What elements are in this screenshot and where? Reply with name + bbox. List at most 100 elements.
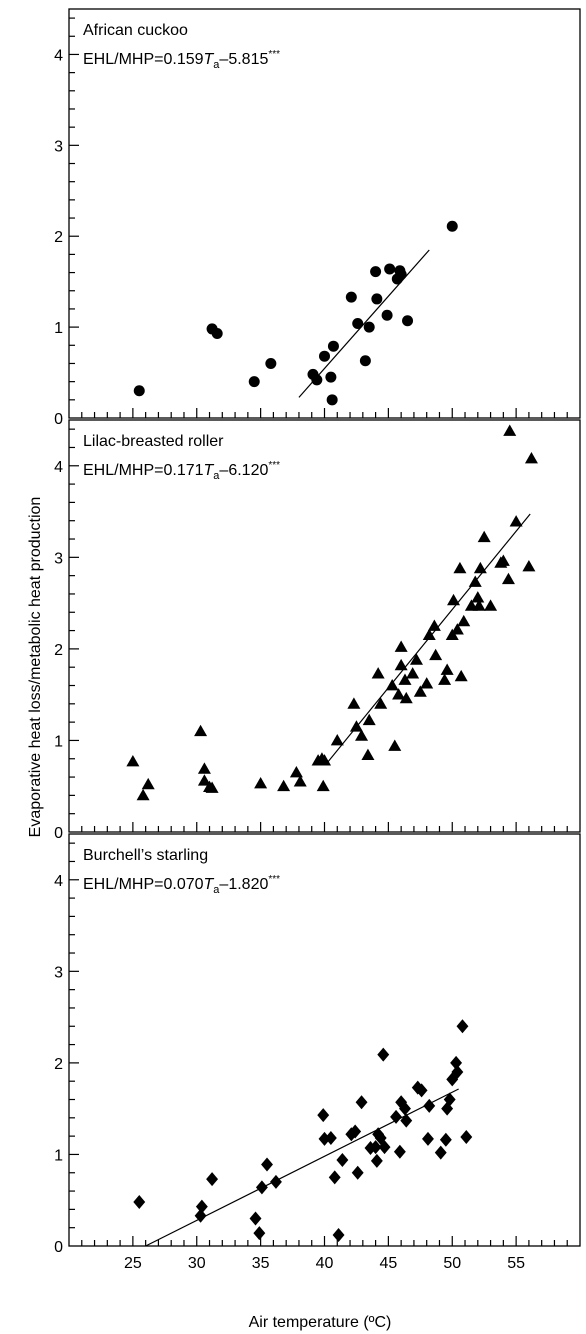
data-point: [317, 1108, 330, 1123]
data-point: [399, 691, 413, 704]
data-point: [384, 263, 396, 275]
y-tick-label: 2: [54, 642, 63, 659]
data-point: [336, 1152, 349, 1167]
data-point: [394, 640, 408, 652]
data-point: [423, 1098, 436, 1113]
data-point: [496, 554, 510, 566]
data-point: [141, 777, 155, 790]
data-point: [293, 775, 307, 787]
data-point: [332, 1228, 345, 1243]
data-point: [197, 762, 211, 774]
regression-line: [145, 1088, 459, 1247]
panel-1: 0 1 2 3 4 African cuckoo EHL/MHP=0.159Ta–5.815…: [54, 8, 581, 428]
data-point: [362, 713, 376, 726]
data-point: [316, 779, 330, 792]
data-point: [406, 667, 420, 679]
data-point: [136, 788, 150, 801]
data-point: [390, 1109, 402, 1124]
data-point: [524, 451, 538, 464]
data-point: [413, 685, 427, 697]
y-tick-label: 2: [54, 229, 63, 246]
y-tick-label: 4: [54, 47, 63, 64]
data-point: [409, 653, 423, 665]
data-point: [347, 697, 361, 709]
data-point: [473, 561, 487, 574]
data-point: [456, 1019, 469, 1034]
data-point: [460, 1130, 473, 1145]
data-point: [253, 1226, 266, 1241]
data-point: [255, 1180, 268, 1195]
regression-equation: EHL/MHP=0.171Ta–6.120***: [83, 460, 280, 482]
y-tick-label: 1: [54, 1147, 63, 1164]
data-point: [450, 623, 464, 635]
data-point: [265, 357, 277, 369]
y-axis-title: Evaporative heat loss/metabolic heat pro…: [27, 497, 44, 838]
data-point: [349, 1124, 362, 1139]
data-point: [438, 673, 452, 685]
y-tick-label: 0: [54, 1239, 63, 1256]
data-point: [345, 291, 357, 303]
data-point: [374, 697, 388, 709]
y-tick-label: 0: [54, 411, 63, 428]
data-point: [450, 1055, 463, 1070]
regression-equation: EHL/MHP=0.070Ta–1.820***: [83, 874, 280, 896]
data-point: [451, 1065, 464, 1080]
data-point: [477, 530, 491, 543]
data-point: [420, 677, 434, 689]
data-point: [326, 394, 338, 406]
data-point: [211, 327, 223, 339]
y-tick-label: 3: [54, 550, 63, 567]
data-point: [330, 733, 344, 746]
data-point: [440, 663, 454, 675]
x-tick-label: 25: [124, 1255, 142, 1272]
data-point: [503, 424, 517, 436]
panel-title: Burchell’s starling: [83, 847, 208, 864]
data-point: [381, 309, 393, 321]
data-point: [311, 374, 323, 386]
data-point: [395, 268, 407, 280]
x-tick-label: 55: [507, 1255, 525, 1272]
data-point: [415, 1083, 428, 1098]
data-point: [248, 376, 260, 388]
data-point: [472, 599, 486, 611]
regression-line: [298, 249, 430, 398]
y-tick-label: 4: [54, 459, 63, 476]
data-point: [249, 1211, 262, 1226]
data-point: [501, 572, 515, 585]
data-point: [434, 1145, 447, 1160]
x-tick-label: 50: [443, 1255, 461, 1272]
data-point: [352, 317, 364, 329]
data-point: [388, 739, 402, 751]
data-point: [324, 1130, 337, 1145]
data-point: [468, 575, 482, 587]
data-point: [429, 648, 443, 661]
data-point: [261, 1157, 273, 1172]
data-point: [270, 1174, 282, 1189]
y-tick-label: 0: [54, 825, 63, 842]
x-tick-label: 45: [379, 1255, 397, 1272]
panel-frame: [68, 833, 581, 1247]
panel-title: Lilac-breasted roller: [83, 433, 224, 450]
data-point: [370, 1153, 383, 1168]
panel-title: African cuckoo: [83, 22, 188, 39]
panel-frame: [68, 419, 581, 833]
y-tick-label: 4: [54, 873, 63, 890]
data-point: [289, 765, 303, 778]
data-point: [422, 628, 436, 641]
data-point: [484, 599, 498, 611]
panel-2: 0 1 2 3 4 Lilac-breasted roller EHL/MHP=0.171T…: [54, 419, 581, 842]
data-point: [399, 1101, 411, 1116]
data-point: [377, 1047, 390, 1062]
data-point: [454, 669, 468, 682]
data-point: [126, 755, 140, 767]
data-point: [254, 776, 268, 789]
data-point: [318, 754, 331, 766]
data-point: [400, 1113, 413, 1128]
data-point: [205, 781, 219, 793]
data-point: [355, 729, 369, 741]
regression-equation: EHL/MHP=0.159Ta–5.815***: [83, 49, 280, 71]
data-point: [394, 658, 408, 671]
x-tick-label: 40: [316, 1255, 334, 1272]
y-tick-label: 1: [54, 320, 63, 337]
data-point: [206, 1172, 219, 1187]
